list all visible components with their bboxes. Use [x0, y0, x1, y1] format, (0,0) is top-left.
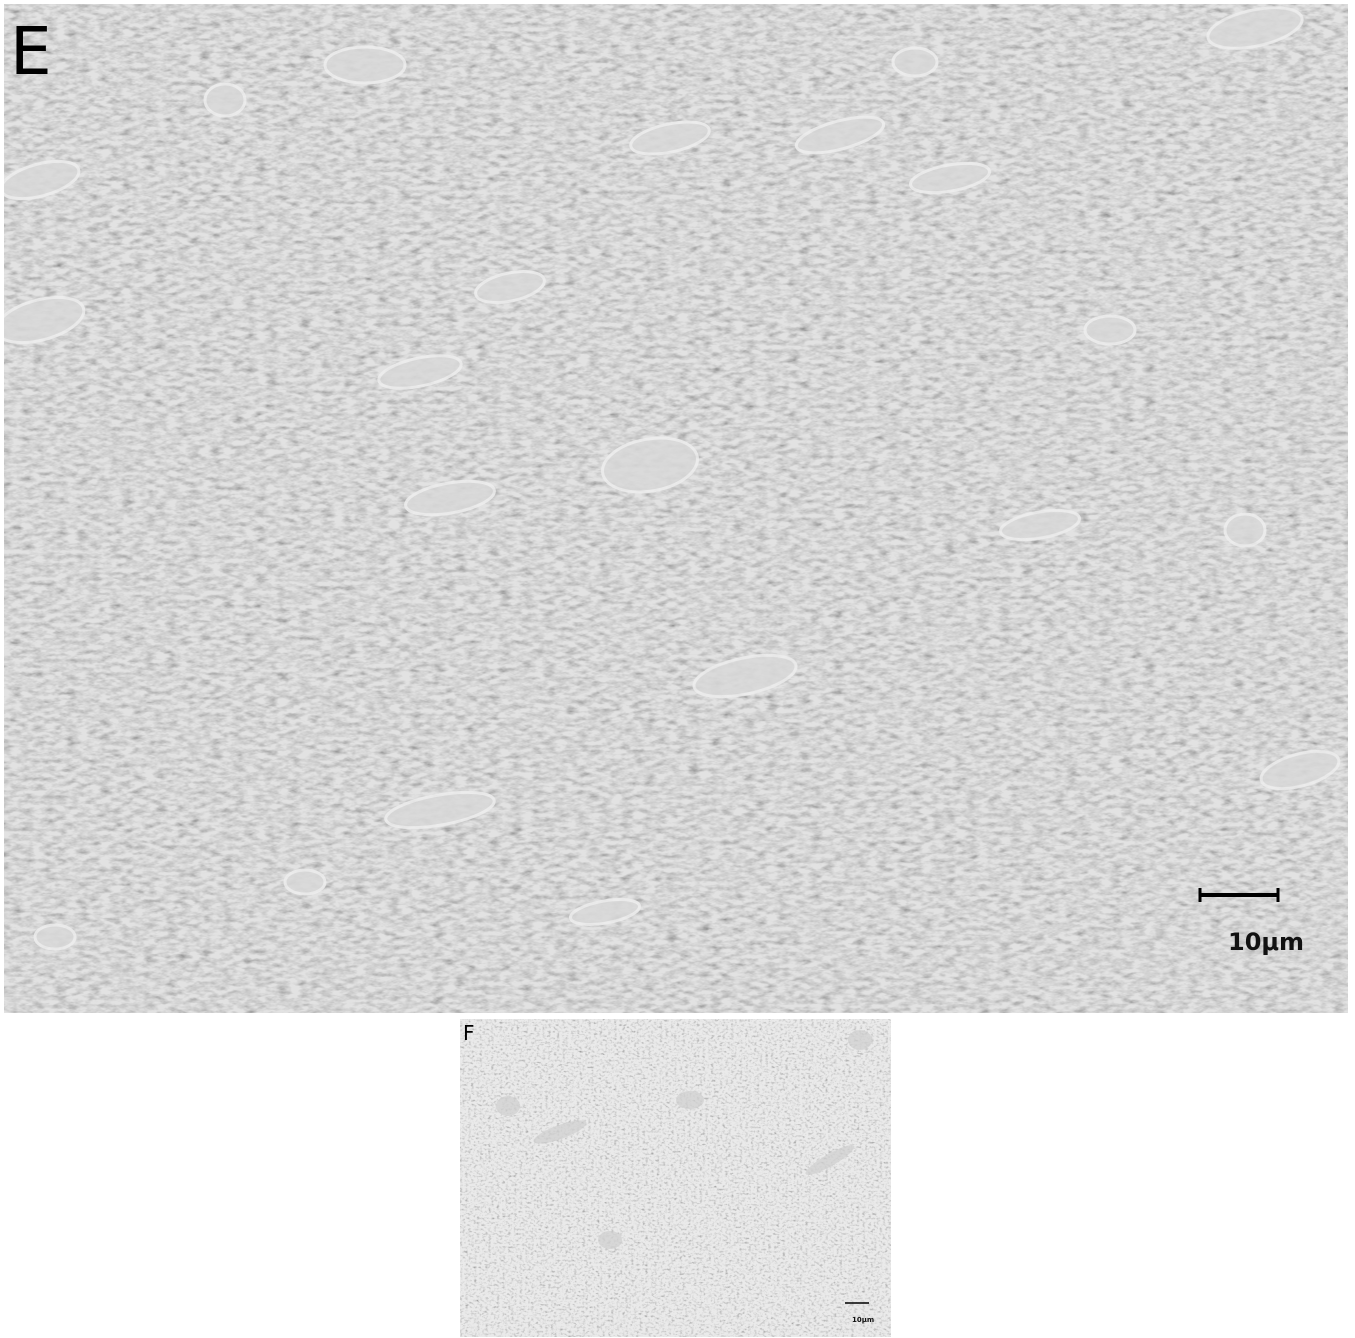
- panel-label: E: [10, 13, 52, 90]
- cell-profiles: [4, 6, 1341, 951]
- scale-label: 10μm: [852, 1316, 874, 1324]
- scale-label: 10μm: [1228, 928, 1304, 956]
- panel-label: F: [463, 1021, 475, 1045]
- scale-bar: [1198, 888, 1280, 902]
- panel-e: E 10μm: [4, 4, 1348, 1013]
- cell-profiles: [496, 1030, 872, 1249]
- tissue-texture: [4, 4, 1348, 1013]
- panel-f: F 10μm: [460, 1019, 891, 1337]
- tissue-texture: [460, 1019, 891, 1337]
